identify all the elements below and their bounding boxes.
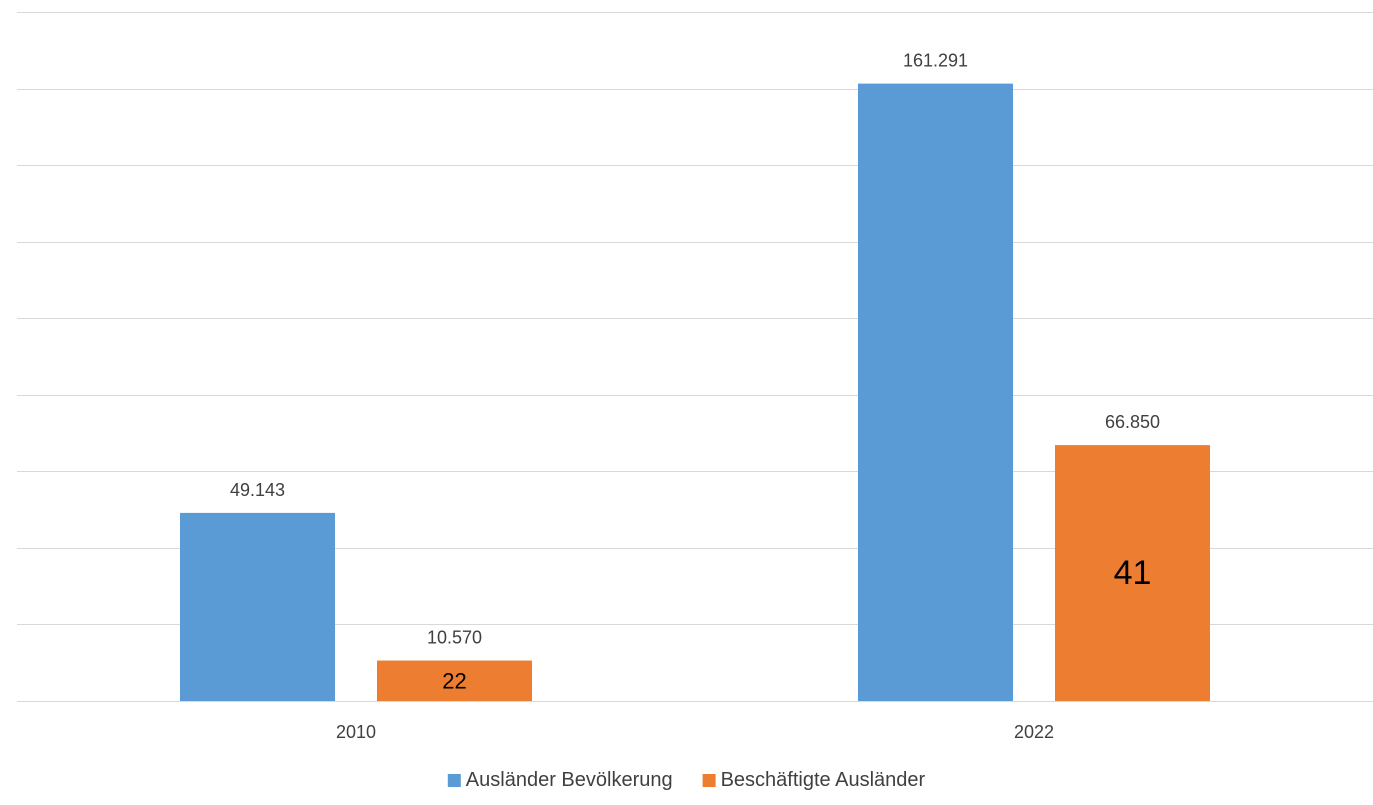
x-tick-label: 2010 <box>336 722 376 742</box>
bar-auslaender-bevoelkerung-2022 <box>858 83 1013 701</box>
legend: Ausländer Bevölkerung Beschäftigte Auslän… <box>447 769 926 791</box>
legend-swatch <box>447 774 461 787</box>
bar-inner-label: 41 <box>1114 554 1152 592</box>
bar-auslaender-bevoelkerung-2010 <box>180 512 335 701</box>
bar-beschaeftigte-auslaender-2022 <box>1055 445 1210 701</box>
data-label: 10.570 <box>427 628 482 648</box>
legend-item-beschaeftigte-auslaender: Beschäftigte Ausländer <box>702 769 926 791</box>
data-labels: 49.143 10.570 22 161.291 66.850 41 <box>230 51 1160 694</box>
x-tick-label: 2022 <box>1014 722 1054 742</box>
bar-beschaeftigte-auslaender-2010 <box>377 660 532 701</box>
legend-label: Ausländer Bevölkerung <box>466 769 673 791</box>
x-axis: 2010 2022 <box>336 722 1054 742</box>
data-label: 49.143 <box>230 480 285 500</box>
legend-item-auslaender-bevoelkerung: Ausländer Bevölkerung <box>447 769 673 791</box>
data-label: 161.291 <box>903 51 968 71</box>
data-label: 66.850 <box>1105 412 1160 432</box>
bar-inner-label: 22 <box>442 668 466 693</box>
legend-label: Beschäftigte Ausländer <box>721 769 926 791</box>
legend-swatch <box>702 774 716 787</box>
bars <box>180 83 1210 701</box>
